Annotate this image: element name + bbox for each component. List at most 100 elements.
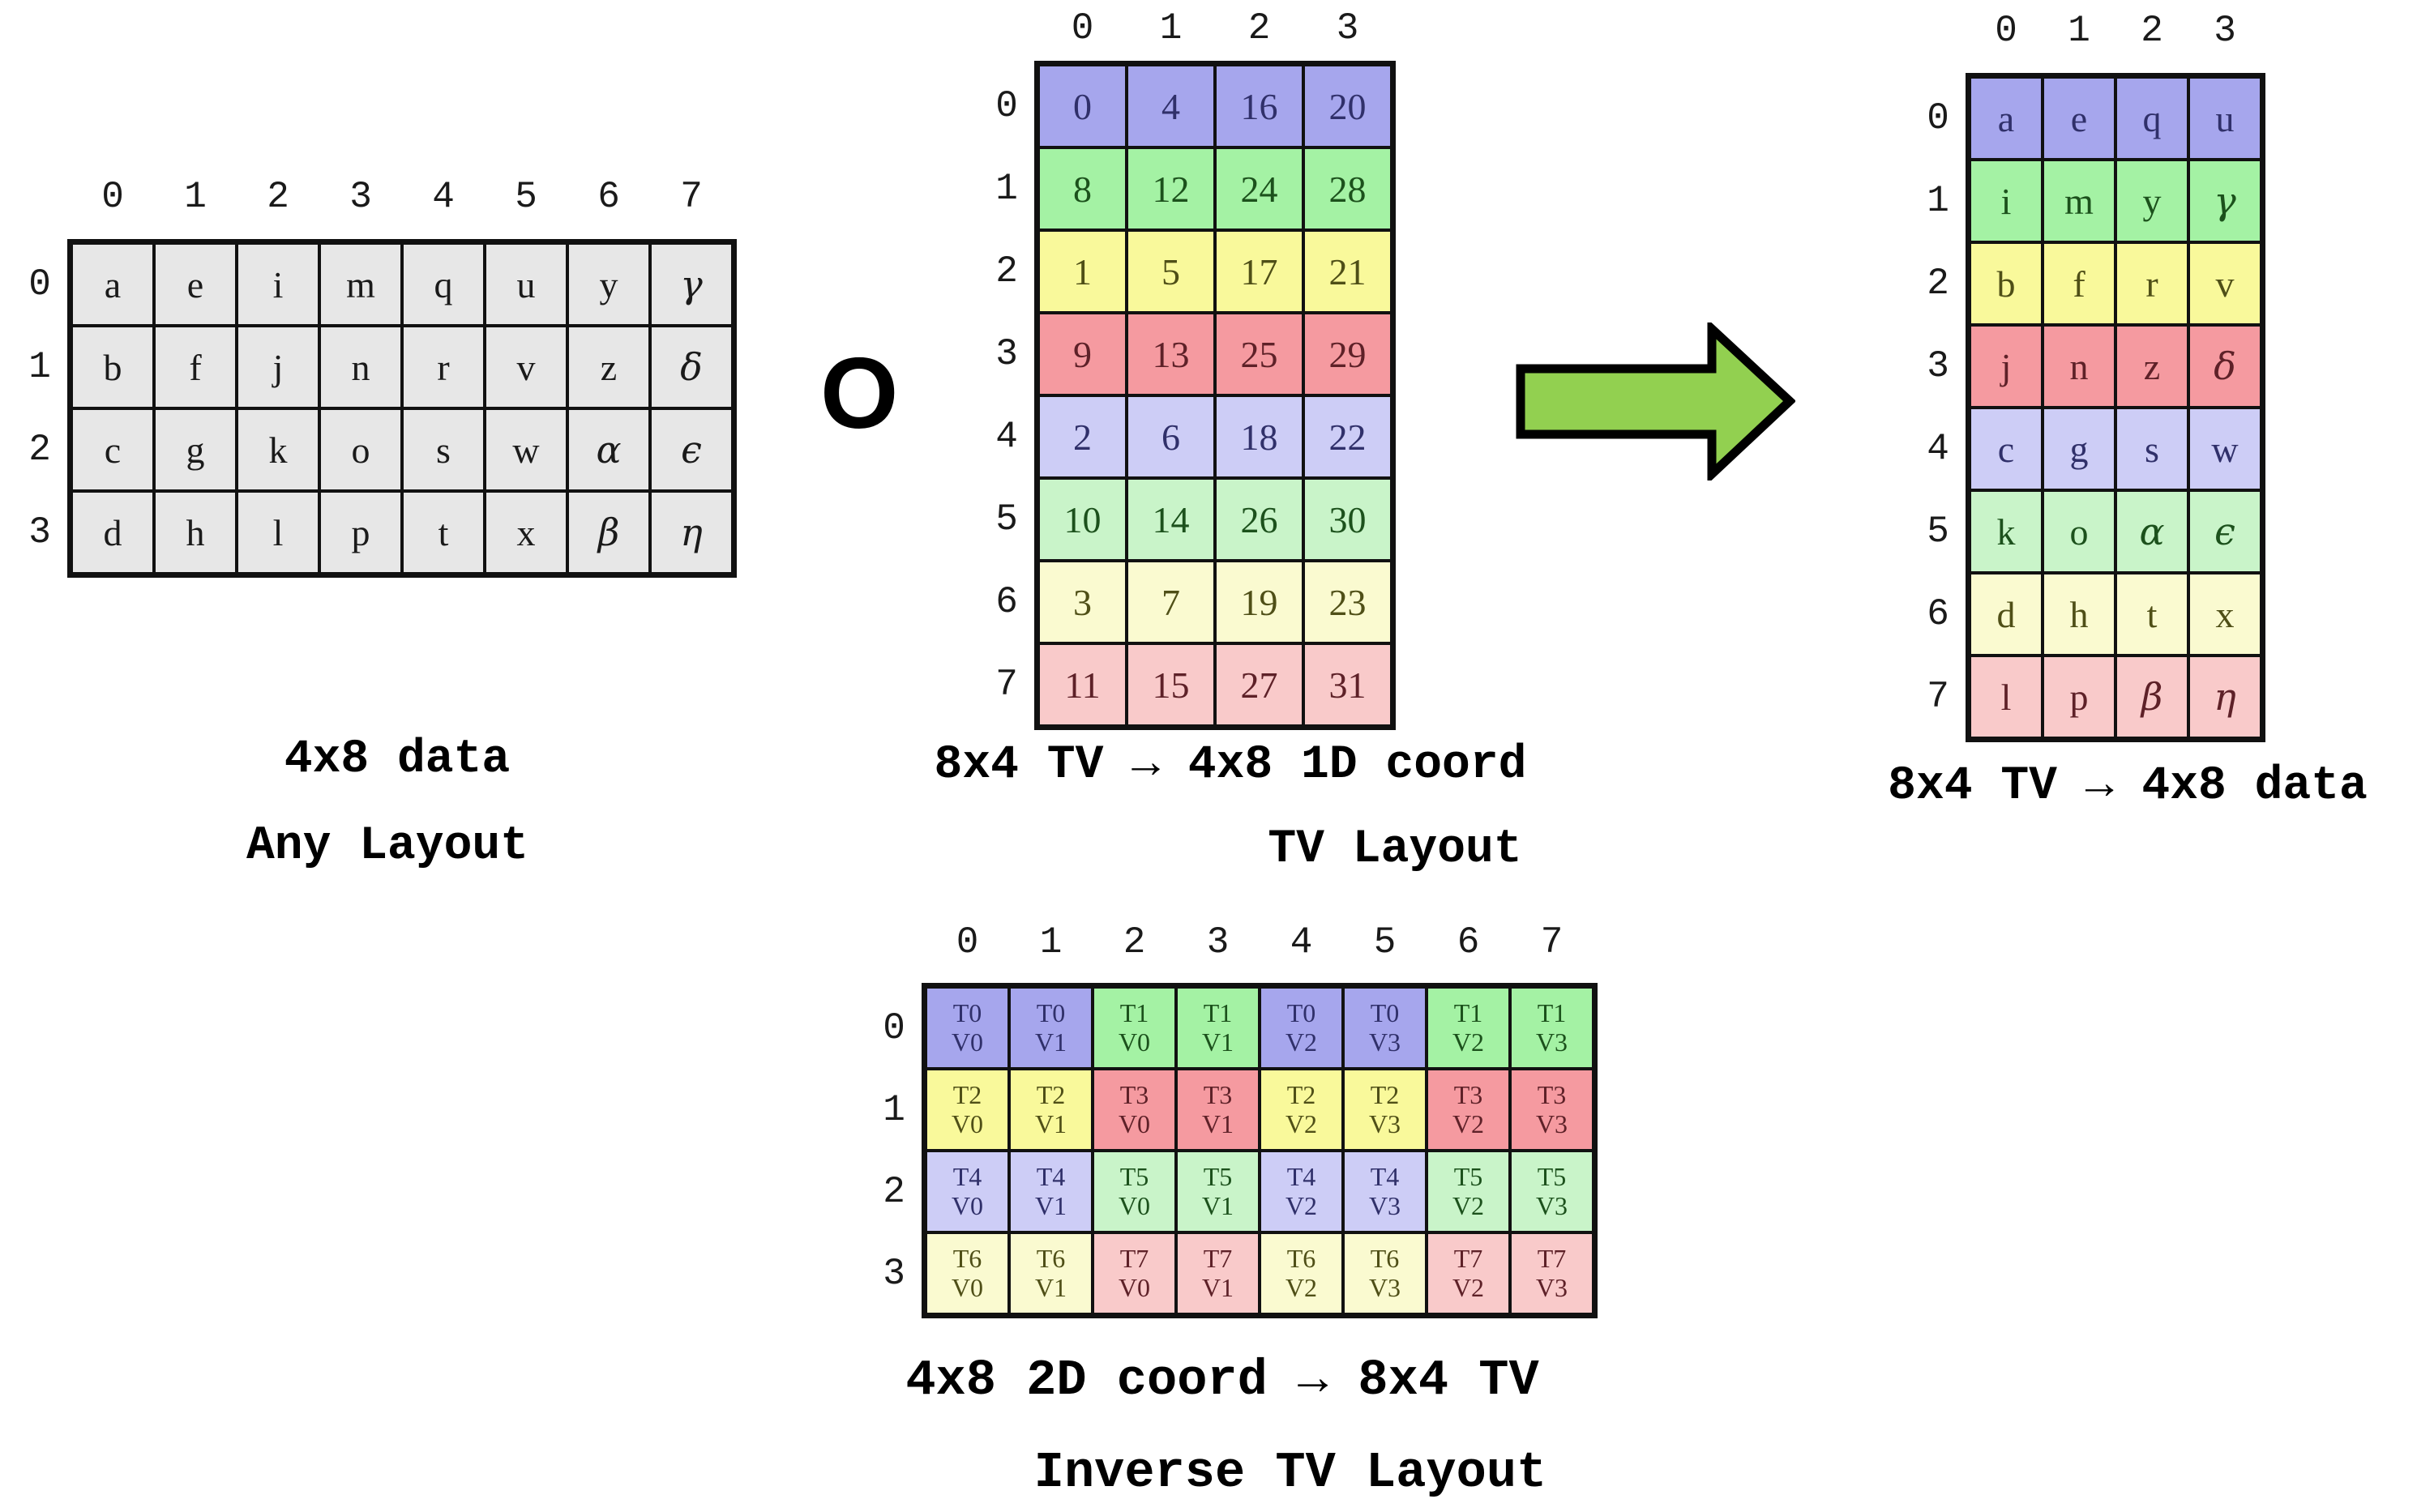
grid-cell-text: 0 — [1073, 85, 1092, 127]
grid-cell-text: V1 — [1034, 1027, 1067, 1057]
grid-cell: T2 V0 — [926, 1069, 1009, 1151]
grid-cell: η — [650, 491, 733, 574]
grid-cell: r — [2115, 242, 2188, 325]
grid-cell-text: s — [2145, 428, 2159, 470]
grid-cell: q — [2115, 77, 2188, 160]
grid-cell: T0 V2 — [1260, 987, 1343, 1069]
grid-cell: T6 V3 — [1343, 1232, 1427, 1314]
grid-cell: α — [567, 408, 650, 491]
grid-cell: T7 V1 — [1176, 1232, 1260, 1314]
col-header: 2 — [1247, 7, 1271, 49]
grid-cell: l — [1970, 656, 2043, 738]
grid-cell-text: 10 — [1063, 498, 1102, 540]
grid-cell: 27 — [1215, 643, 1303, 726]
grid-cell: T6 V0 — [926, 1232, 1009, 1314]
row-header: 1 — [883, 1088, 905, 1131]
grid-cell: z — [567, 326, 650, 408]
grid-cell-text: T4 — [1286, 1161, 1316, 1191]
grid-cell-text: V3 — [1368, 1190, 1401, 1220]
grid-cell-text: 22 — [1328, 416, 1367, 458]
row-header: 2 — [883, 1170, 905, 1213]
grid-cell-text: c — [104, 429, 122, 471]
grid-cell-text: T0 — [1036, 997, 1066, 1027]
grid-cell-text: j — [272, 346, 284, 388]
row-header: 3 — [28, 511, 51, 553]
grid-cell-text: T3 — [1537, 1079, 1567, 1109]
col-header: 0 — [1071, 7, 1094, 49]
grid-cell: T5 V1 — [1176, 1151, 1260, 1232]
col-header-row: 0 1 2 3 4 5 6 7 — [71, 173, 737, 221]
grid-cell: m — [319, 243, 402, 326]
grid-cell: f — [154, 326, 237, 408]
grid-cell: u — [485, 243, 567, 326]
grid-cell-text: V0 — [1118, 1190, 1151, 1220]
grid-cell-text: 24 — [1240, 168, 1278, 210]
grid-cell: 30 — [1303, 478, 1392, 561]
col-header: 4 — [1290, 921, 1313, 963]
row-header: 3 — [1927, 345, 1949, 387]
grid-cell-text: g — [2069, 428, 2089, 470]
grid-cell-text: 19 — [1240, 581, 1278, 623]
grid-cell-text: V2 — [1452, 1108, 1485, 1138]
grid-cell: 29 — [1303, 313, 1392, 395]
col-header: 1 — [1159, 7, 1183, 49]
grid-cell-text: 28 — [1328, 168, 1367, 210]
grid-cell: o — [319, 408, 402, 491]
grid-cell-text: 23 — [1328, 581, 1367, 623]
grid-cell-text: k — [268, 429, 288, 471]
row-header: 7 — [1927, 676, 1949, 718]
grid-cell: u — [2188, 77, 2261, 160]
grid-cell-text: T7 — [1537, 1243, 1567, 1273]
grid-cell-text: 15 — [1152, 664, 1190, 706]
grid-cell-text: t — [2146, 593, 2158, 635]
grid-cell-text: r — [437, 346, 450, 388]
grid-cell: r — [402, 326, 485, 408]
grid-cell: 11 — [1038, 643, 1127, 726]
grid-cell: T7 V0 — [1093, 1232, 1176, 1314]
col-header: 2 — [2141, 10, 2163, 52]
grid-cell-text: k — [1996, 510, 2016, 553]
grid-cell-text: δ — [680, 345, 703, 389]
grid-cell-text: T5 — [1203, 1161, 1233, 1191]
grid-cell-text: a — [1997, 97, 2015, 139]
grid-cell: T5 V2 — [1427, 1151, 1510, 1232]
grid-cell-text: V1 — [1034, 1108, 1067, 1138]
grid-cell: p — [2043, 656, 2115, 738]
grid-cell-text: V2 — [1452, 1027, 1485, 1057]
result-table: 0 1 2 3 0 1 2 3 4 5 6 7 a e q u i m y γ b f r v j n z δ c g s w k o α ϵ d h… — [1910, 6, 2265, 742]
grid-cell: 0 — [1038, 65, 1127, 147]
grid-cell-text: T4 — [1036, 1161, 1066, 1191]
col-header: 5 — [515, 176, 537, 218]
grid-cell: 13 — [1127, 313, 1215, 395]
grid-cell: a — [1970, 77, 2043, 160]
row-header: 5 — [995, 498, 1018, 540]
grid-cell: T3 V2 — [1427, 1069, 1510, 1151]
grid-cell: n — [319, 326, 402, 408]
grid-cell-text: V1 — [1201, 1027, 1234, 1057]
grid-cell: x — [2188, 573, 2261, 656]
grid-cell: T5 V0 — [1093, 1151, 1176, 1232]
col-header: 7 — [1540, 921, 1564, 963]
compose-operator: O — [820, 338, 899, 450]
grid-cell-text: β — [2141, 675, 2163, 719]
grid-cell-text: T3 — [1119, 1079, 1149, 1109]
grid-cell-text: T0 — [1286, 997, 1316, 1027]
grid-cell-text: o — [2069, 510, 2089, 553]
grid-cell: 16 — [1215, 65, 1303, 147]
grid-cell-text: V0 — [951, 1190, 984, 1220]
grid-cell: 15 — [1127, 643, 1215, 726]
grid-cell-text: y — [2142, 180, 2162, 222]
grid-cell-text: 16 — [1240, 85, 1278, 127]
grid-cell-text: V3 — [1368, 1272, 1401, 1302]
grid-cell: T2 V2 — [1260, 1069, 1343, 1151]
grid-cell-text: q — [434, 263, 453, 305]
grid-cell-text: 2 — [1073, 416, 1092, 458]
grid-cell-text: 31 — [1328, 664, 1367, 706]
grid-cell: i — [1970, 160, 2043, 242]
grid-cell-text: 18 — [1240, 416, 1278, 458]
grid-cell-text: V1 — [1201, 1190, 1234, 1220]
grid-cell-text: ϵ — [2214, 510, 2235, 553]
grid-cell-text: T1 — [1453, 997, 1483, 1027]
grid-cell-text: v — [2215, 263, 2235, 305]
